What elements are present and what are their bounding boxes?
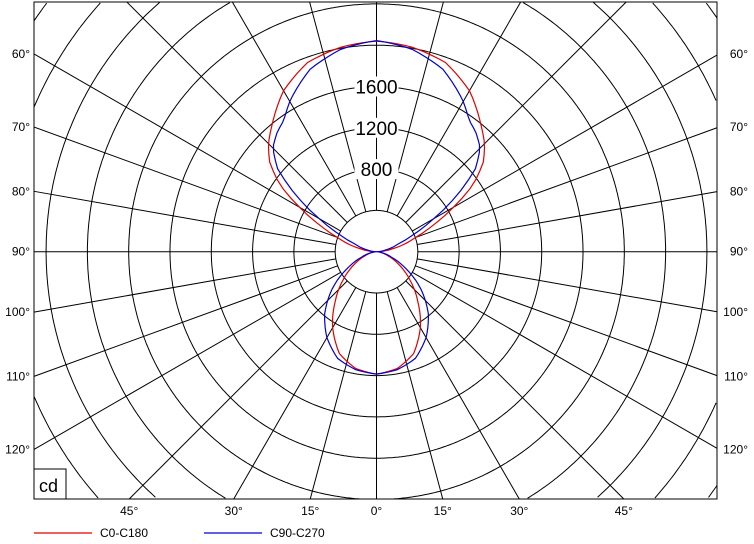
- grid-radial-line: [412, 271, 718, 449]
- series-curve-c90-c270: [272, 39, 481, 375]
- bottom-angle-label: 15°: [301, 504, 319, 518]
- grid-radial-line: [33, 190, 336, 246]
- grid-ring: [128, 3, 625, 500]
- right-angle-label: 100°: [723, 305, 748, 319]
- grid-radial-line: [415, 265, 718, 377]
- right-angle-label: 80°: [730, 184, 748, 198]
- right-angle-label: 90°: [730, 245, 748, 259]
- bottom-angle-label: 15°: [434, 504, 452, 518]
- grid-radial-line: [386, 291, 444, 500]
- right-angle-label: 120°: [723, 442, 748, 456]
- angle-tick-labels: 45° 30° 15° 0° 15° 30° 45° 120° 120° 110° 110° 100°…: [5, 47, 748, 518]
- bottom-angle-label: 0°: [371, 504, 383, 518]
- plot-frame: [33, 1, 718, 500]
- bottom-angle-label: 30°: [225, 504, 243, 518]
- grid-radial-line: [233, 287, 357, 500]
- grid-radial-line: [33, 126, 338, 239]
- ring-label-bg: [354, 117, 399, 138]
- unit-label: cd: [39, 476, 58, 496]
- legend: C0-C180 C90-C270: [34, 526, 325, 540]
- bottom-angle-label: 45°: [120, 504, 138, 518]
- grid-radial-line: [405, 280, 625, 500]
- grid-radial-line: [405, 1, 627, 223]
- left-angle-label: 110°: [6, 369, 30, 383]
- legend-label: C0-C180: [100, 526, 148, 540]
- intensity-curves: [267, 39, 486, 375]
- legend-label: C90-C270: [270, 526, 325, 540]
- grid-radial-line: [417, 191, 718, 246]
- grid-radial-line: [309, 1, 367, 212]
- grid-ring: [45, 1, 708, 498]
- left-angle-label: 60°: [12, 47, 30, 61]
- grid-radial-line: [33, 265, 338, 377]
- ring-label: 1600: [355, 78, 397, 99]
- grid-radial-line: [33, 271, 341, 450]
- grid-radial-line: [396, 1, 522, 217]
- grid-radial-line: [386, 1, 444, 212]
- polar-grid: [33, 1, 718, 500]
- ring-label-bg: [354, 76, 399, 97]
- grid-radial-line: [126, 1, 348, 223]
- unit-box: cd: [33, 468, 67, 500]
- right-angle-label: 70°: [730, 120, 748, 134]
- ring-labels: 800 1200 1600: [354, 76, 399, 181]
- ring-label-bg: [354, 159, 399, 180]
- right-angle-label: 60°: [730, 47, 748, 61]
- left-angle-label: 100°: [5, 305, 30, 319]
- ring-label: 800: [361, 160, 393, 181]
- grid-ring: [33, 2, 717, 499]
- grid-radial-line: [396, 287, 520, 500]
- grid-radial-line: [309, 291, 367, 500]
- ring-label: 1200: [355, 119, 397, 140]
- bottom-angle-label: 45°: [615, 504, 633, 518]
- left-angle-label: 80°: [12, 184, 30, 198]
- bottom-angle-label: 30°: [510, 504, 528, 518]
- left-angle-label: 90°: [12, 245, 30, 259]
- grid-radial-line: [415, 127, 718, 239]
- grid-radial-line: [412, 54, 718, 232]
- grid-radial-line: [417, 258, 718, 313]
- grid-radial-line: [33, 53, 341, 232]
- grid-radial-line: [128, 280, 348, 500]
- grid-radial-line: [33, 258, 336, 313]
- right-angle-label: 110°: [724, 369, 748, 383]
- left-angle-label: 70°: [12, 120, 30, 134]
- grid-radial-line: [231, 1, 357, 217]
- left-angle-label: 120°: [5, 442, 30, 456]
